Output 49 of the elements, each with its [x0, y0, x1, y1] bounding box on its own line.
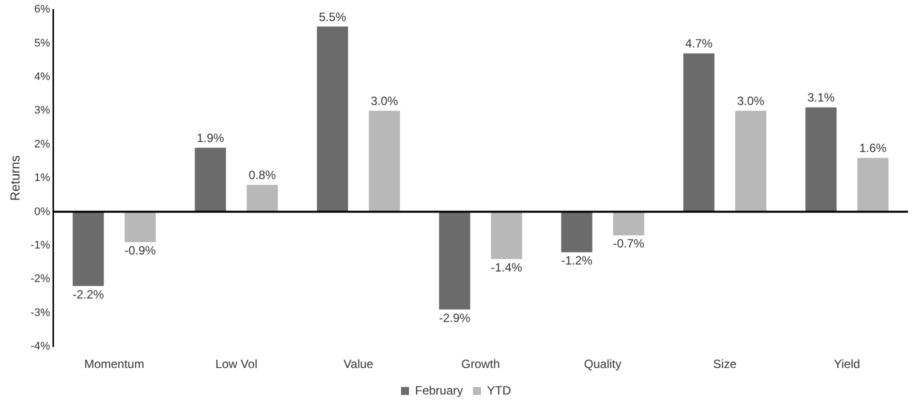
bar — [683, 53, 714, 212]
y-tick-label: 6% — [34, 4, 50, 16]
data-label: 5.5% — [318, 10, 347, 24]
data-label: 3.1% — [807, 90, 835, 105]
x-tick-label: Low Vol — [215, 357, 258, 372]
bar — [805, 107, 837, 212]
y-tick-label: -2% — [30, 273, 50, 286]
data-label: 4.7% — [685, 36, 713, 51]
bar — [72, 212, 104, 286]
bar — [561, 212, 592, 252]
data-label: -0.9% — [124, 243, 156, 258]
x-tick-label: Yield — [834, 357, 860, 372]
bar — [316, 26, 348, 212]
y-tick-label: 5% — [34, 37, 50, 50]
data-label: -1.4% — [490, 260, 523, 274]
y-tick-label: 0% — [34, 206, 50, 218]
legend-label: February — [414, 383, 464, 398]
y-tick-label: -3% — [30, 306, 50, 319]
bar — [368, 110, 400, 212]
y-tick-label: 4% — [34, 71, 50, 84]
bar — [613, 212, 644, 236]
data-label: -2.2% — [72, 287, 104, 302]
x-tick-label: Growth — [461, 357, 500, 372]
bar — [194, 148, 226, 212]
y-axis-title: Returns — [7, 154, 22, 201]
x-tick-label: Value — [344, 357, 374, 372]
x-tick-label: Size — [713, 357, 737, 372]
bar — [490, 212, 522, 259]
data-label: 3.0% — [370, 94, 398, 108]
bar — [124, 212, 156, 242]
x-tick-label: Quality — [584, 357, 622, 372]
bar — [439, 212, 470, 310]
data-label: 1.6% — [859, 141, 887, 156]
y-tick-label: 2% — [34, 138, 50, 150]
bar — [735, 110, 766, 212]
x-tick-label: Momentum — [84, 357, 144, 372]
data-label: -1.2% — [561, 254, 593, 268]
legend-label: YTD — [487, 383, 512, 398]
y-tick-label: 1% — [34, 172, 50, 184]
bar — [246, 184, 278, 212]
data-label: -0.7% — [612, 236, 645, 251]
y-tick-label: -1% — [30, 240, 50, 252]
data-label: 3.0% — [737, 94, 765, 108]
data-label: 1.9% — [196, 131, 224, 146]
y-tick-label: 3% — [34, 104, 50, 117]
bar — [857, 158, 888, 212]
data-label: 0.8% — [248, 168, 276, 182]
data-label: -2.9% — [438, 310, 471, 325]
y-tick-label: -4% — [30, 340, 50, 353]
